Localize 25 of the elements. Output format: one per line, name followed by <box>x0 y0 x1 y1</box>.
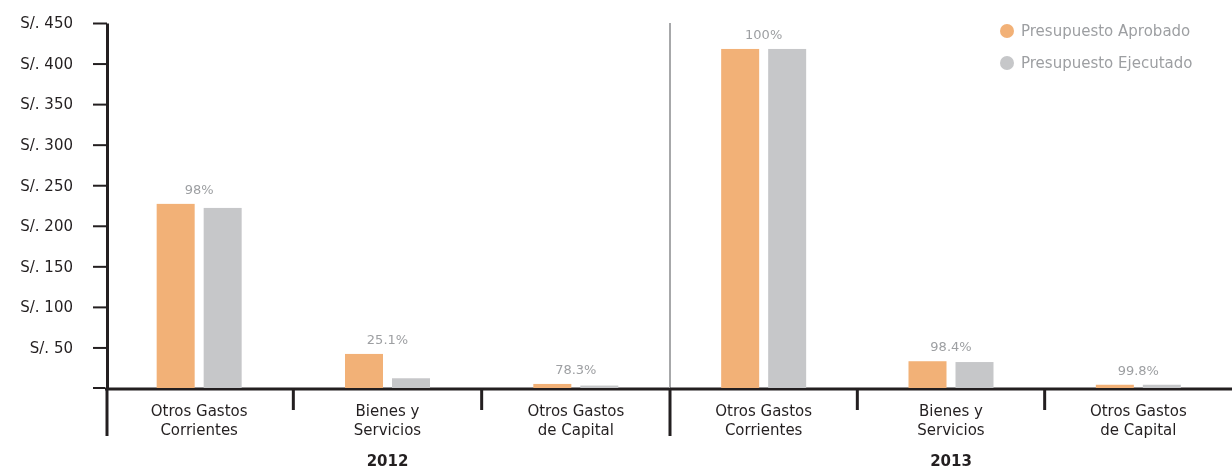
y-tick-label: S/. 250 <box>20 176 73 195</box>
annotation: 78.3% <box>555 361 597 377</box>
x-tick-label: Bienes y Servicios <box>353 402 422 439</box>
x-tick-label: Otros Gastos de Capital <box>1089 402 1187 439</box>
x-tick-label: Otros Gastos de Capital <box>527 402 625 439</box>
y-tick-label: S/. 300 <box>20 135 73 154</box>
x-tick-label: Bienes y Servicios <box>917 402 985 439</box>
annotation: 98% <box>184 181 214 197</box>
x-axis-title: 2012 <box>366 452 409 467</box>
y-tick-label: S/. 50 <box>29 338 73 357</box>
y-tick-label: S/. 150 <box>20 257 73 276</box>
annotation: 100% <box>745 26 783 42</box>
legend-label: Presupuesto Aprobado <box>1021 22 1191 41</box>
annotation: 25.1% <box>366 331 409 347</box>
x-tick-label: Otros Gastos Corrientes <box>715 402 813 439</box>
annotation: 98.4% <box>930 339 972 355</box>
x-axis-title: 2013 <box>930 452 972 467</box>
x-tick-label: Otros Gastos Corrientes <box>150 402 248 439</box>
annotation: 99.8% <box>1117 362 1159 378</box>
y-tick-label: S/. 350 <box>20 95 73 114</box>
y-tick-label: S/. 450 <box>20 14 73 33</box>
y-tick-label: S/. 100 <box>20 298 73 317</box>
legend-label: Presupuesto Ejecutado <box>1021 54 1193 73</box>
y-tick-label: S/. 400 <box>20 54 73 73</box>
y-tick-label: S/. 200 <box>20 217 73 236</box>
